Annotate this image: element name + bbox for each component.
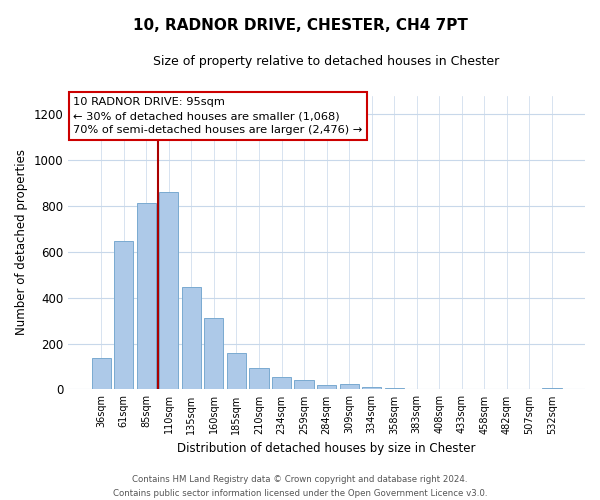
Bar (159, 192, 178, 390)
Bar (295, 380, 314, 390)
Bar (92, 358, 111, 390)
Bar (227, 353, 246, 390)
Text: Contains HM Land Registry data © Crown copyright and database right 2024.
Contai: Contains HM Land Registry data © Crown c… (113, 476, 487, 498)
Bar (340, 384, 359, 390)
Bar (362, 387, 381, 390)
Bar (250, 368, 269, 390)
Bar (114, 242, 133, 390)
Bar (205, 318, 223, 390)
X-axis label: Distribution of detached houses by size in Chester: Distribution of detached houses by size … (178, 442, 476, 455)
Y-axis label: Number of detached properties: Number of detached properties (15, 150, 28, 336)
Text: 10, RADNOR DRIVE, CHESTER, CH4 7PT: 10, RADNOR DRIVE, CHESTER, CH4 7PT (133, 18, 467, 32)
Text: 10 RADNOR DRIVE: 95sqm
← 30% of detached houses are smaller (1,068)
70% of semi-: 10 RADNOR DRIVE: 95sqm ← 30% of detached… (73, 97, 362, 135)
Bar (542, 388, 562, 390)
Bar (137, 204, 156, 390)
Bar (272, 378, 291, 390)
Title: Size of property relative to detached houses in Chester: Size of property relative to detached ho… (154, 55, 500, 68)
Bar (385, 388, 404, 390)
Bar (317, 386, 336, 390)
Bar (182, 288, 201, 390)
